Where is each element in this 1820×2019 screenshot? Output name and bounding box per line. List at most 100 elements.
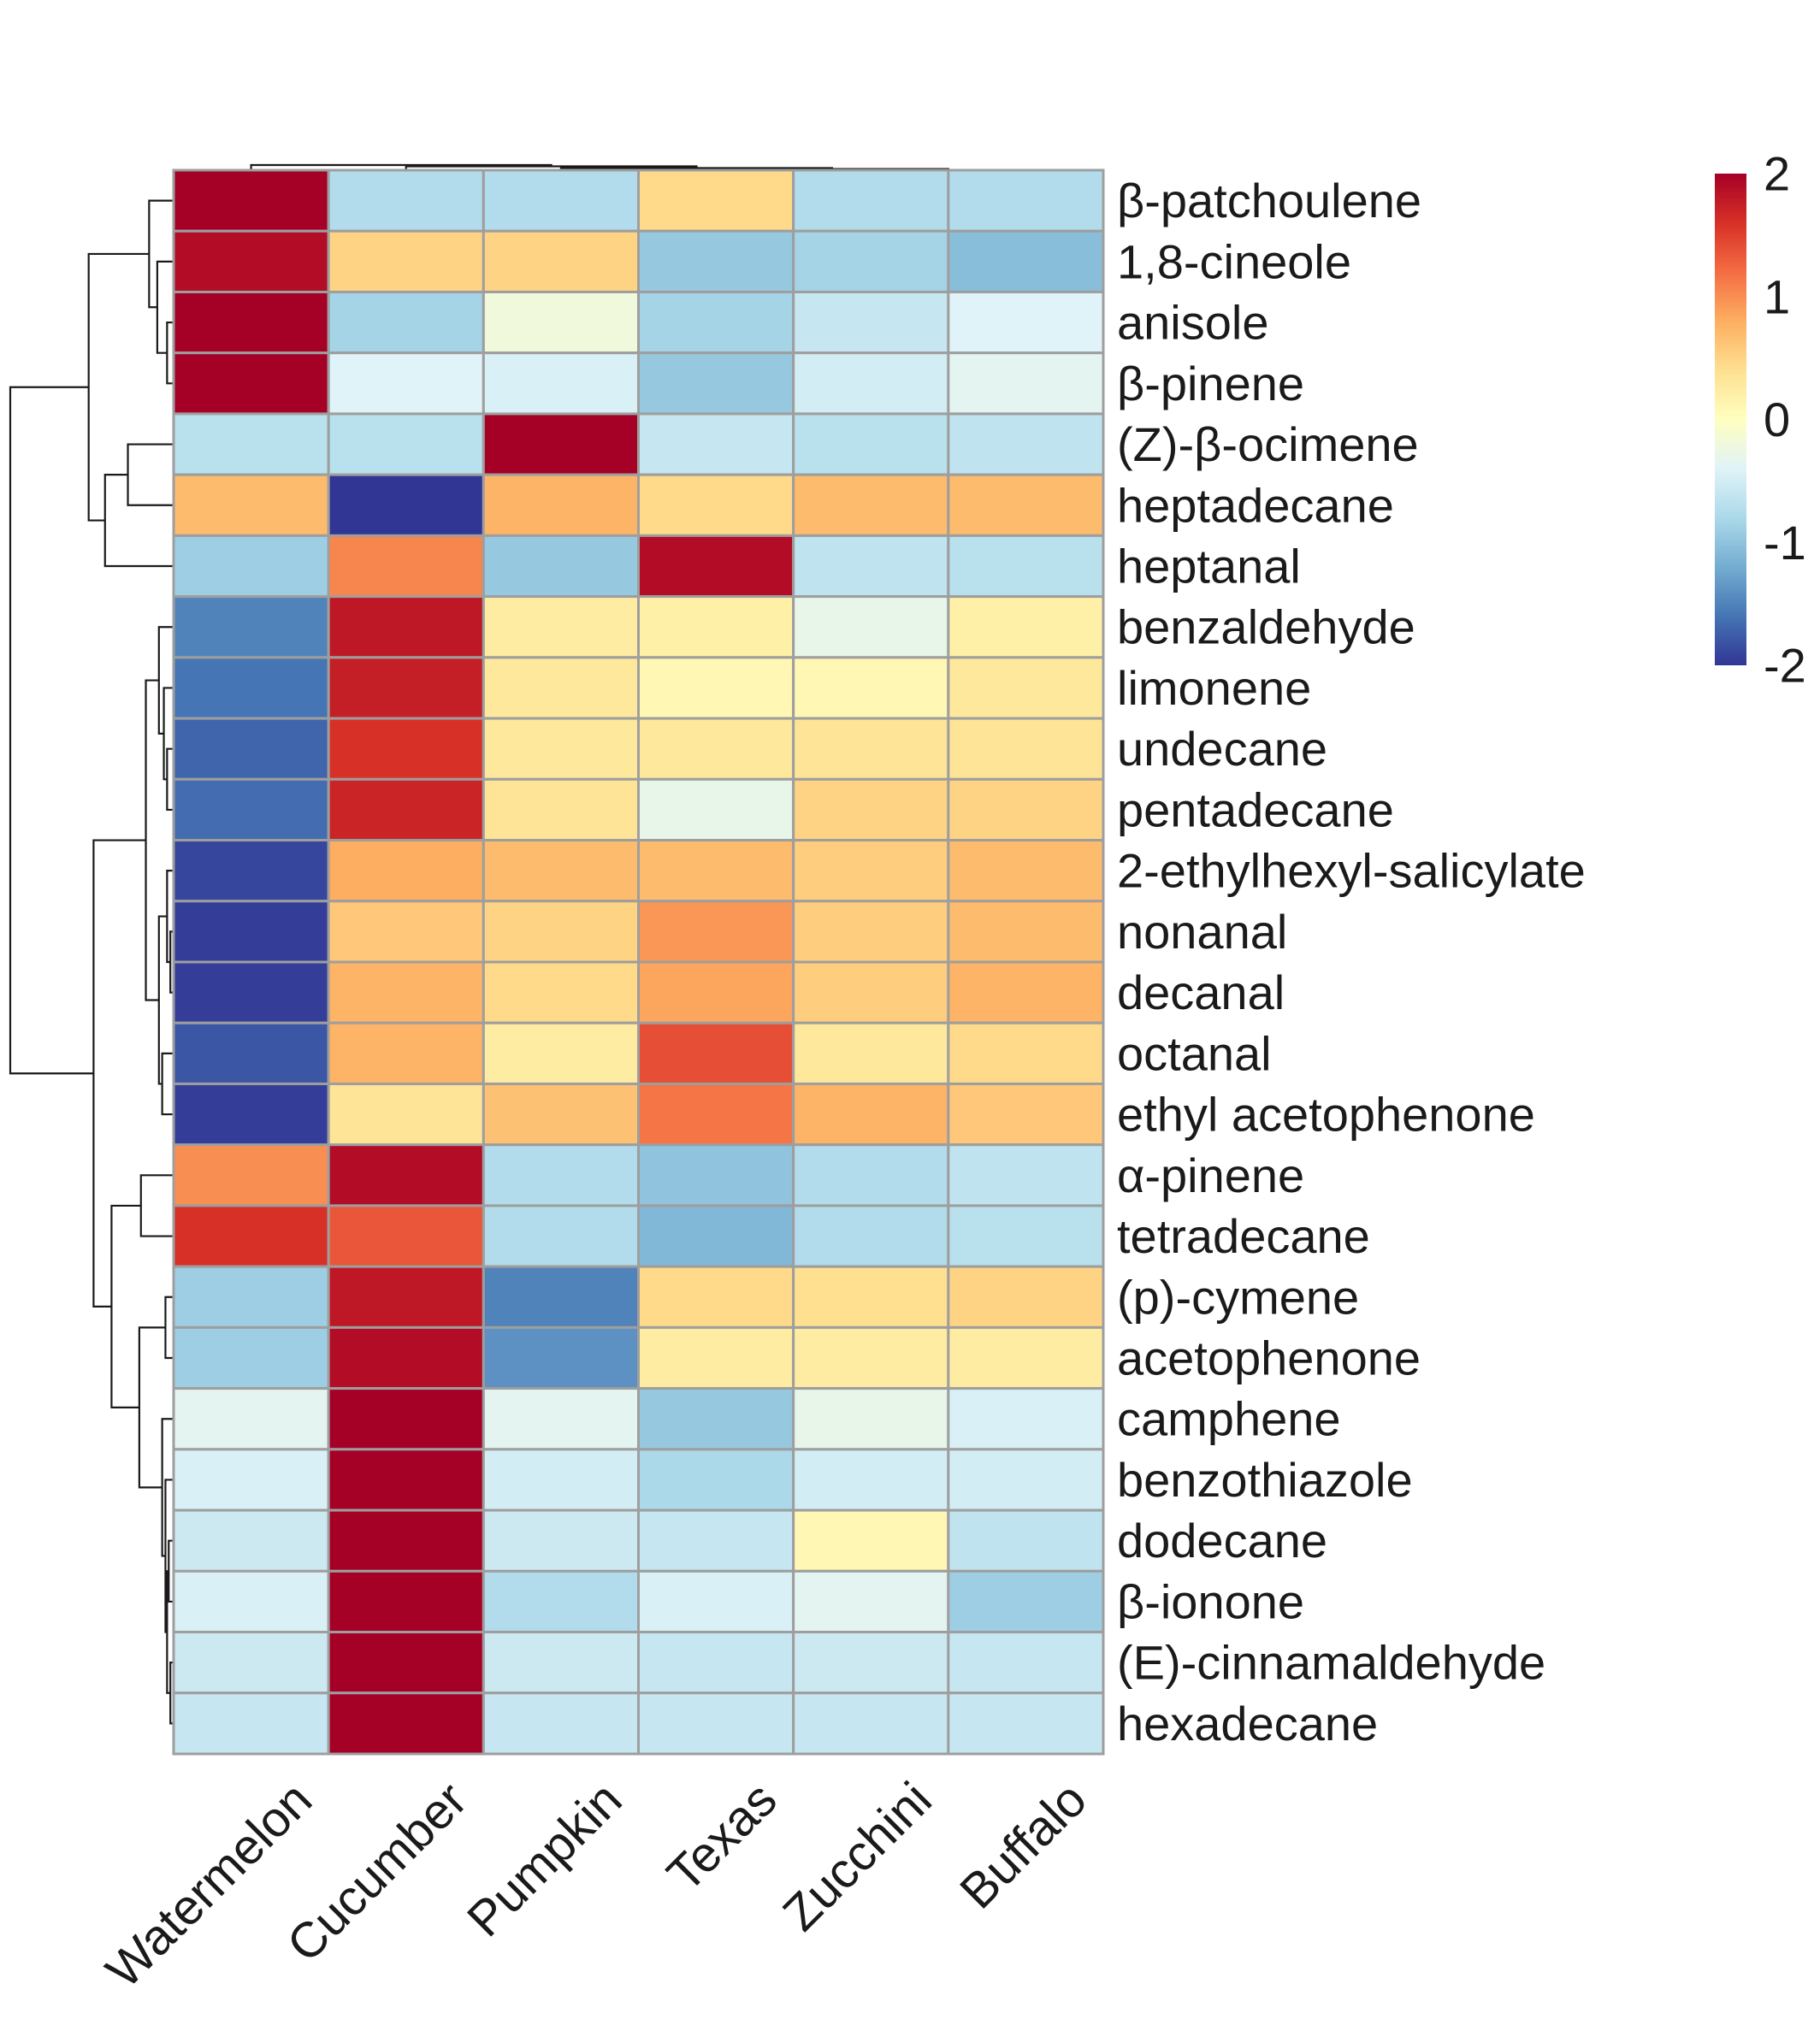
heatmap-cell: [482, 1448, 640, 1512]
heatmap-cell: [637, 351, 795, 416]
heatmap-cell: [172, 1204, 330, 1268]
heatmap-cell: [792, 1631, 950, 1695]
heatmap-cell: [172, 1448, 330, 1512]
heatmap-cell: [637, 777, 795, 842]
row-label: decanal: [1117, 965, 1285, 1019]
heatmap-cell: [637, 229, 795, 293]
dendrogram-branch: [103, 474, 174, 568]
heatmap-cell: [172, 717, 330, 781]
row-label: octanal: [1117, 1026, 1272, 1080]
column-label: Buffalo: [949, 1772, 1097, 1920]
heatmap-cell: [327, 1204, 485, 1268]
heatmap-cell: [327, 1508, 485, 1573]
heatmap-cell: [637, 1021, 795, 1085]
heatmap-cell: [947, 1021, 1105, 1085]
heatmap-cell: [792, 534, 950, 599]
heatmap-cell: [637, 1631, 795, 1695]
heatmap-cell: [792, 1387, 950, 1451]
heatmap-cell: [327, 1021, 485, 1085]
heatmap-cell: [947, 1325, 1105, 1390]
heatmap-cell: [482, 351, 640, 416]
heatmap-cell: [792, 1325, 950, 1390]
heatmap-cell: [947, 473, 1105, 537]
heatmap-cell: [327, 351, 485, 416]
heatmap-cell: [637, 1204, 795, 1268]
row-label: β-ionone: [1117, 1574, 1304, 1628]
heatmap-cell: [327, 777, 485, 842]
heatmap-cell: [792, 290, 950, 355]
heatmap-cell: [482, 168, 640, 233]
heatmap-cell: [327, 1143, 485, 1207]
heatmap-cell: [172, 1082, 330, 1147]
dendrogram-branch: [127, 443, 174, 506]
heatmap-cell: [482, 412, 640, 476]
column-label: Zucchini: [772, 1772, 942, 1942]
heatmap-cell: [327, 900, 485, 964]
heatmap-cell: [792, 473, 950, 537]
row-label: benzothiazole: [1117, 1453, 1413, 1507]
heatmap-cell: [482, 1691, 640, 1756]
row-label: pentadecane: [1117, 782, 1394, 836]
heatmap-cell: [327, 168, 485, 233]
heatmap-cell: [947, 290, 1105, 355]
heatmap-cell: [637, 1387, 795, 1451]
dendrogram-branch: [162, 687, 174, 781]
heatmap-cell: [637, 412, 795, 476]
heatmap-cell: [172, 229, 330, 293]
heatmap-cell: [172, 412, 330, 476]
heatmap-cell: [637, 1265, 795, 1329]
heatmap-cell: [482, 473, 640, 537]
heatmap-cell: [947, 656, 1105, 720]
heatmap-cell: [637, 1569, 795, 1634]
column-label: Pumpkin: [457, 1772, 633, 1948]
legend-tick-label: -1: [1764, 516, 1806, 570]
heatmap-cell: [482, 1082, 640, 1147]
row-labels: β-patchoulene 1,8-cineole anisole β-pinene (…: [1117, 174, 1586, 1750]
heatmap-cell: [172, 1021, 330, 1085]
dendrogram-branch: [110, 1204, 141, 1408]
row-dendrogram: [9, 199, 174, 1725]
heatmap-cell: [327, 1387, 485, 1451]
dendrogram-branch: [148, 199, 174, 309]
row-label: (Z)-β-ocimene: [1117, 417, 1419, 471]
heatmap-cell: [327, 960, 485, 1024]
row-label: camphene: [1117, 1392, 1341, 1446]
heatmap-cell: [947, 1387, 1105, 1451]
heatmap-cell: [792, 1569, 950, 1634]
heatmap-cell: [482, 1387, 640, 1451]
heatmap-cell: [792, 960, 950, 1024]
row-label: ethyl acetophenone: [1117, 1088, 1535, 1142]
heatmap-cell: [637, 839, 795, 903]
heatmap-cell: [482, 229, 640, 293]
heatmap-cell: [947, 1204, 1105, 1268]
dendrogram-branch: [157, 626, 174, 735]
heatmap-cell: [947, 777, 1105, 842]
dendrogram-branch: [9, 386, 94, 1075]
heatmap-cell: [792, 777, 950, 842]
heatmap-cell: [482, 960, 640, 1024]
dendrogram-branch: [145, 679, 159, 1001]
heatmap-cell: [637, 1691, 795, 1756]
heatmap-cell: [947, 717, 1105, 781]
heatmap-cell: [792, 351, 950, 416]
heatmap-cell: [792, 1021, 950, 1085]
heatmap-cell: [792, 1204, 950, 1268]
heatmap-cell: [327, 1448, 485, 1512]
heatmap-cell: [637, 1448, 795, 1512]
row-label: (p)-cymene: [1117, 1270, 1359, 1324]
heatmap-cell: [172, 960, 330, 1024]
heatmap-cell: [482, 1325, 640, 1390]
heatmap-cell: [172, 1691, 330, 1756]
heatmap-cell: [792, 717, 950, 781]
heatmap-cell: [172, 1631, 330, 1695]
color-legend-ticks: 2 1 0 -1 -2: [1764, 147, 1806, 693]
heatmap-cell: [947, 1691, 1105, 1756]
heatmap-cell: [947, 1508, 1105, 1573]
heatmap-cell: [327, 229, 485, 293]
row-label: β-pinene: [1117, 357, 1304, 410]
heatmap-cell: [947, 839, 1105, 903]
heatmap-cell: [327, 839, 485, 903]
row-label: hexadecane: [1117, 1697, 1378, 1750]
heatmap-cell: [482, 1143, 640, 1207]
row-label: acetophenone: [1117, 1331, 1421, 1385]
